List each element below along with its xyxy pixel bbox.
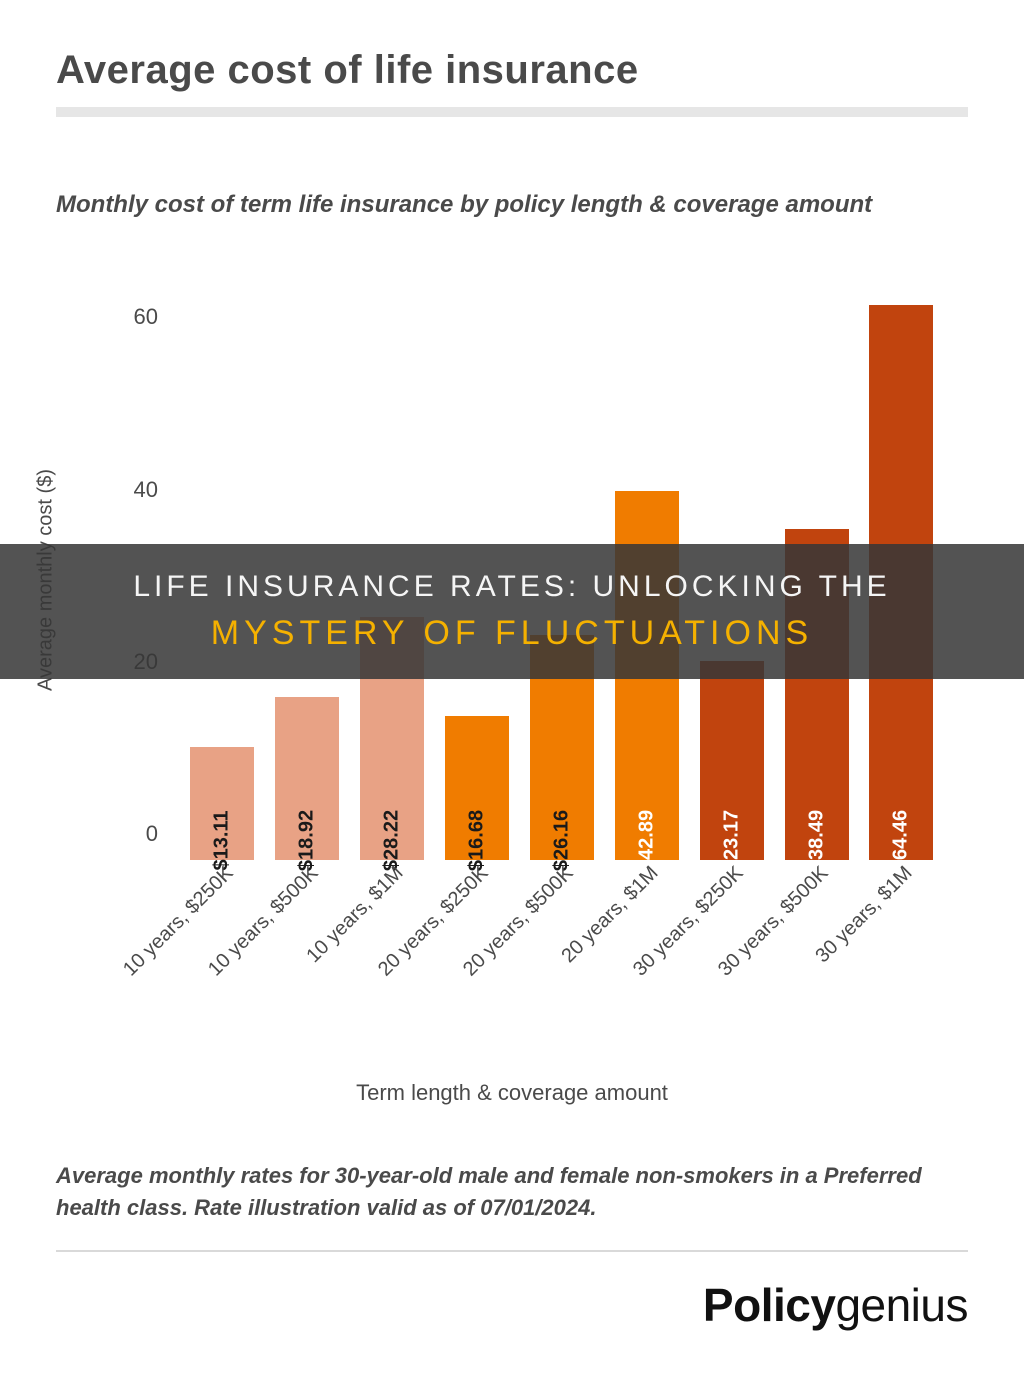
bar: $18.92 — [275, 697, 339, 860]
bar: $13.11 — [190, 747, 254, 860]
title-rule — [56, 107, 968, 117]
page: Average cost of life insurance Monthly c… — [0, 0, 1024, 1377]
x-axis-label: Term length & coverage amount — [0, 1080, 1024, 1106]
overlay-line1: LIFE INSURANCE RATES: UNLOCKING THE — [40, 570, 984, 604]
chart-subtitle: Monthly cost of term life insurance by p… — [56, 189, 968, 220]
y-tick: 0 — [98, 821, 158, 847]
bar: $23.17 — [700, 661, 764, 861]
overlay-line2: MYSTERY OF FLUCTUATIONS — [40, 614, 984, 653]
y-tick: 60 — [98, 304, 158, 330]
brand-light: genius — [835, 1279, 968, 1331]
bar: $16.68 — [445, 716, 509, 860]
footnote: Average monthly rates for 30-year-old ma… — [56, 1160, 968, 1224]
y-tick: 40 — [98, 477, 158, 503]
headline-overlay: LIFE INSURANCE RATES: UNLOCKING THE MYST… — [0, 544, 1024, 679]
brand-bold: Policy — [703, 1279, 836, 1331]
footer-rule — [56, 1250, 968, 1252]
page-title: Average cost of life insurance — [56, 48, 968, 93]
brand-logo: Policygenius — [703, 1278, 968, 1332]
